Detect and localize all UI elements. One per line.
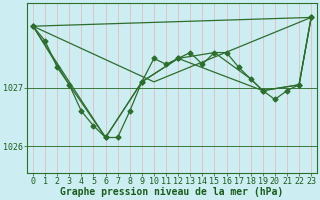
X-axis label: Graphe pression niveau de la mer (hPa): Graphe pression niveau de la mer (hPa) — [60, 187, 284, 197]
